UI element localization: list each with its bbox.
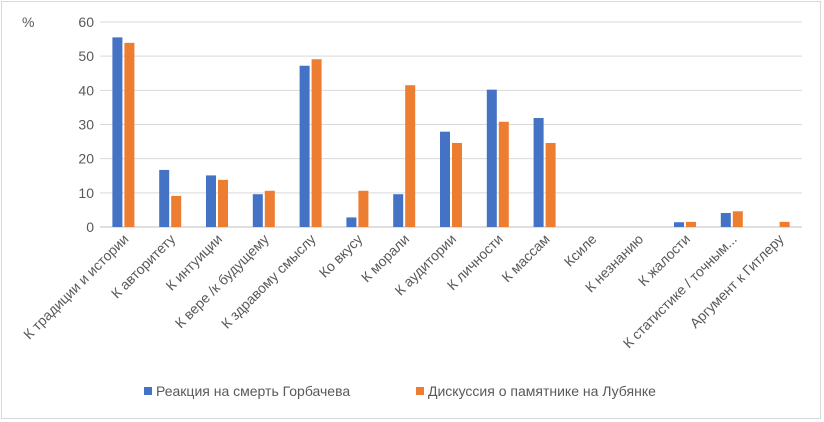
bar-series-1 [440, 131, 450, 227]
bars [112, 37, 790, 228]
bar-series-1 [299, 65, 310, 227]
y-tick-label: 0 [86, 219, 94, 235]
legend: Реакция на смерть Горбачева Дискуссия о … [144, 383, 656, 399]
bar-series-1 [393, 194, 404, 227]
bar-series-1 [159, 169, 170, 227]
x-category-label: Ксиле [561, 231, 600, 270]
bar-series-1 [720, 212, 731, 227]
gridlines [100, 21, 802, 228]
y-tick-label: 40 [78, 82, 94, 98]
y-tick-label: 60 [78, 14, 94, 30]
bar-series-2 [218, 179, 228, 227]
bar-series-1 [252, 194, 263, 227]
bar-series-2 [732, 211, 743, 227]
y-tick-label: 50 [78, 48, 94, 64]
bar-series-2 [358, 190, 369, 227]
legend-swatch-series-2 [416, 387, 424, 395]
legend-label-series-2: Дискуссия о памятнике на Лубянке [428, 383, 656, 399]
bar-series-1 [674, 222, 684, 227]
bar-series-2 [545, 142, 556, 227]
bar-series-2 [311, 59, 322, 227]
bar-series-2 [779, 221, 790, 227]
y-axis-ticks: 0 10 20 30 40 50 60 [78, 14, 94, 235]
bar-series-2 [171, 195, 182, 227]
bar-series-1 [486, 89, 497, 228]
legend-swatch-series-1 [144, 387, 152, 395]
x-category-label: К массам [498, 231, 552, 285]
bar-series-1 [206, 175, 216, 227]
bar-series-2 [452, 142, 462, 227]
bar-series-1 [346, 217, 357, 227]
bar-series-1 [533, 118, 544, 227]
bar-series-2 [264, 190, 275, 227]
y-tick-label: 30 [78, 117, 94, 133]
bar-series-1 [112, 37, 123, 227]
legend-label-series-1: Реакция на смерть Горбачева [156, 383, 350, 399]
y-axis-label: % [22, 14, 34, 30]
y-tick-label: 10 [78, 185, 94, 201]
bar-series-2 [686, 221, 696, 227]
x-category-label: Аргумент к Гитлеру [686, 231, 786, 331]
bar-series-2 [498, 121, 509, 227]
bar-series-2 [405, 85, 416, 227]
y-tick-label: 20 [78, 151, 94, 167]
x-category-label: К здравому смыслу [218, 231, 319, 332]
bar-series-2 [124, 42, 135, 227]
